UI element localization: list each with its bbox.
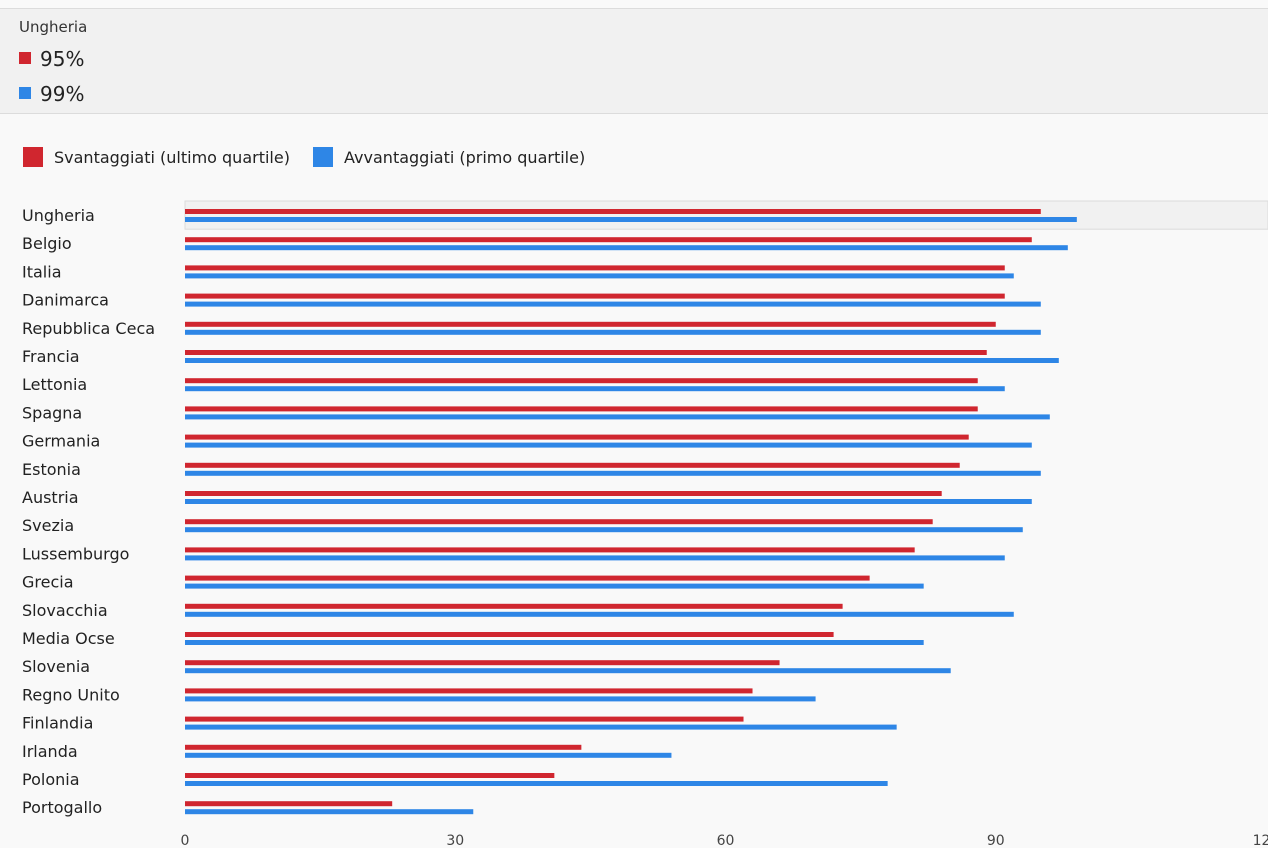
highlight-row-ungheria bbox=[184, 200, 1268, 230]
x-tick-label-120: 120 bbox=[1253, 833, 1268, 848]
category-label-irlanda: Irlanda bbox=[22, 742, 78, 761]
category-label-grecia: Grecia bbox=[22, 573, 74, 592]
category-label-slovenia: Slovenia bbox=[22, 657, 90, 676]
tooltip-swatch-blue bbox=[19, 87, 31, 99]
bar-svantaggiati-italia[interactable] bbox=[185, 265, 1005, 271]
bar-avvantaggiati-italia[interactable] bbox=[185, 273, 1014, 279]
bar-avvantaggiati-finlandia[interactable] bbox=[185, 724, 897, 730]
bar-avvantaggiati-irlanda[interactable] bbox=[185, 752, 672, 758]
bar-svantaggiati-slovacchia[interactable] bbox=[185, 603, 843, 609]
bar-svantaggiati-lussemburgo[interactable] bbox=[185, 547, 915, 553]
chart-legend: Svantaggiati (ultimo quartile) Avvantagg… bbox=[23, 147, 603, 171]
bar-svantaggiati-spagna[interactable] bbox=[185, 406, 978, 412]
category-label-austria: Austria bbox=[22, 488, 79, 507]
bar-svantaggiati-estonia[interactable] bbox=[185, 462, 960, 468]
bar-avvantaggiati-polonia[interactable] bbox=[185, 781, 888, 786]
legend-swatch-red bbox=[23, 147, 43, 167]
bar-svantaggiati-lettonia[interactable] bbox=[185, 378, 978, 384]
bar-avvantaggiati-ungheria[interactable] bbox=[185, 217, 1077, 222]
category-label-spagna: Spagna bbox=[22, 403, 82, 422]
bar-avvantaggiati-spagna[interactable] bbox=[185, 414, 1050, 420]
category-label-lettonia: Lettonia bbox=[22, 375, 87, 394]
bar-svantaggiati-grecia[interactable] bbox=[185, 575, 870, 581]
bar-svantaggiati-svezia[interactable] bbox=[185, 519, 933, 525]
category-label-repubblica-ceca: Repubblica Ceca bbox=[22, 319, 155, 338]
bar-avvantaggiati-repubblica-ceca[interactable] bbox=[185, 329, 1041, 335]
legend-item-svantaggiati[interactable]: Svantaggiati (ultimo quartile) bbox=[23, 147, 290, 167]
legend-swatch-blue bbox=[313, 147, 334, 167]
bar-avvantaggiati-slovacchia[interactable] bbox=[185, 611, 1014, 617]
bar-avvantaggiati-slovenia[interactable] bbox=[185, 668, 951, 674]
legend-label-svantaggiati: Svantaggiati (ultimo quartile) bbox=[54, 147, 290, 167]
category-label-germania: Germania bbox=[22, 432, 100, 451]
bar-svantaggiati-germania[interactable] bbox=[185, 434, 969, 440]
category-label-finlandia: Finlandia bbox=[22, 714, 93, 733]
bar-svantaggiati-repubblica-ceca[interactable] bbox=[185, 321, 996, 327]
bar-svantaggiati-finlandia[interactable] bbox=[185, 716, 744, 722]
category-label-italia: Italia bbox=[22, 262, 62, 281]
x-tick-label-0: 0 bbox=[181, 833, 190, 848]
bar-svantaggiati-danimarca[interactable] bbox=[185, 293, 1005, 299]
bar-svantaggiati-media-ocse[interactable] bbox=[185, 632, 834, 637]
bar-avvantaggiati-estonia[interactable] bbox=[185, 470, 1041, 476]
bar-avvantaggiati-grecia[interactable] bbox=[185, 583, 924, 589]
legend-label-avvantaggiati: Avvantaggiati (primo quartile) bbox=[344, 147, 586, 167]
bar-avvantaggiati-svezia[interactable] bbox=[185, 527, 1023, 533]
bar-svantaggiati-ungheria[interactable] bbox=[185, 209, 1041, 214]
category-label-portogallo: Portogallo bbox=[22, 798, 102, 817]
bar-svantaggiati-francia[interactable] bbox=[185, 350, 987, 355]
bar-svantaggiati-polonia[interactable] bbox=[185, 773, 555, 778]
category-label-lussemburgo: Lussemburgo bbox=[22, 544, 129, 563]
category-label-ungheria: Ungheria bbox=[22, 206, 95, 225]
bar-avvantaggiati-lussemburgo[interactable] bbox=[185, 555, 1005, 561]
tooltip-swatch-red bbox=[19, 52, 31, 64]
bar-svantaggiati-regno-unito[interactable] bbox=[185, 688, 753, 694]
category-label-belgio: Belgio bbox=[22, 234, 72, 253]
bar-svantaggiati-austria[interactable] bbox=[185, 491, 942, 496]
tooltip-value-svantaggiati: 95% bbox=[40, 47, 85, 71]
category-label-polonia: Polonia bbox=[22, 770, 80, 789]
category-label-regno-unito: Regno Unito bbox=[22, 685, 120, 704]
bar-avvantaggiati-lettonia[interactable] bbox=[185, 386, 1005, 392]
x-tick-label-30: 30 bbox=[446, 833, 464, 848]
bar-avvantaggiati-regno-unito[interactable] bbox=[185, 696, 816, 702]
bar-avvantaggiati-danimarca[interactable] bbox=[185, 301, 1041, 307]
tooltip-panel: Ungheria 95% 99% bbox=[0, 8, 1268, 114]
category-label-svezia: Svezia bbox=[22, 516, 74, 535]
bar-svantaggiati-irlanda[interactable] bbox=[185, 744, 582, 750]
tooltip-row-svantaggiati: 95% bbox=[19, 47, 84, 71]
category-label-francia: Francia bbox=[22, 347, 80, 366]
bar-avvantaggiati-austria[interactable] bbox=[185, 499, 1032, 504]
x-tick-label-60: 60 bbox=[717, 833, 735, 848]
category-label-media-ocse: Media Ocse bbox=[22, 629, 115, 648]
bar-svantaggiati-slovenia[interactable] bbox=[185, 660, 780, 666]
category-label-estonia: Estonia bbox=[22, 460, 81, 479]
category-label-danimarca: Danimarca bbox=[22, 291, 109, 310]
legend-item-avvantaggiati[interactable]: Avvantaggiati (primo quartile) bbox=[313, 147, 585, 167]
bar-avvantaggiati-belgio[interactable] bbox=[185, 245, 1068, 251]
x-tick-label-90: 90 bbox=[987, 833, 1005, 848]
bar-avvantaggiati-media-ocse[interactable] bbox=[185, 640, 924, 645]
tooltip-title: Ungheria bbox=[19, 18, 88, 36]
bar-avvantaggiati-francia[interactable] bbox=[185, 358, 1059, 363]
bar-avvantaggiati-germania[interactable] bbox=[185, 442, 1032, 448]
tooltip-row-avvantaggiati: 99% bbox=[19, 82, 84, 106]
category-label-slovacchia: Slovacchia bbox=[22, 601, 108, 620]
tooltip-value-avvantaggiati: 99% bbox=[40, 82, 85, 106]
bar-svantaggiati-belgio[interactable] bbox=[185, 237, 1032, 243]
bar-chart: Ungheria Belgio Italia Danimarca Repubblica … bbox=[22, 200, 1268, 848]
bar-avvantaggiati-portogallo[interactable] bbox=[185, 809, 474, 815]
bar-svantaggiati-portogallo[interactable] bbox=[185, 801, 393, 807]
